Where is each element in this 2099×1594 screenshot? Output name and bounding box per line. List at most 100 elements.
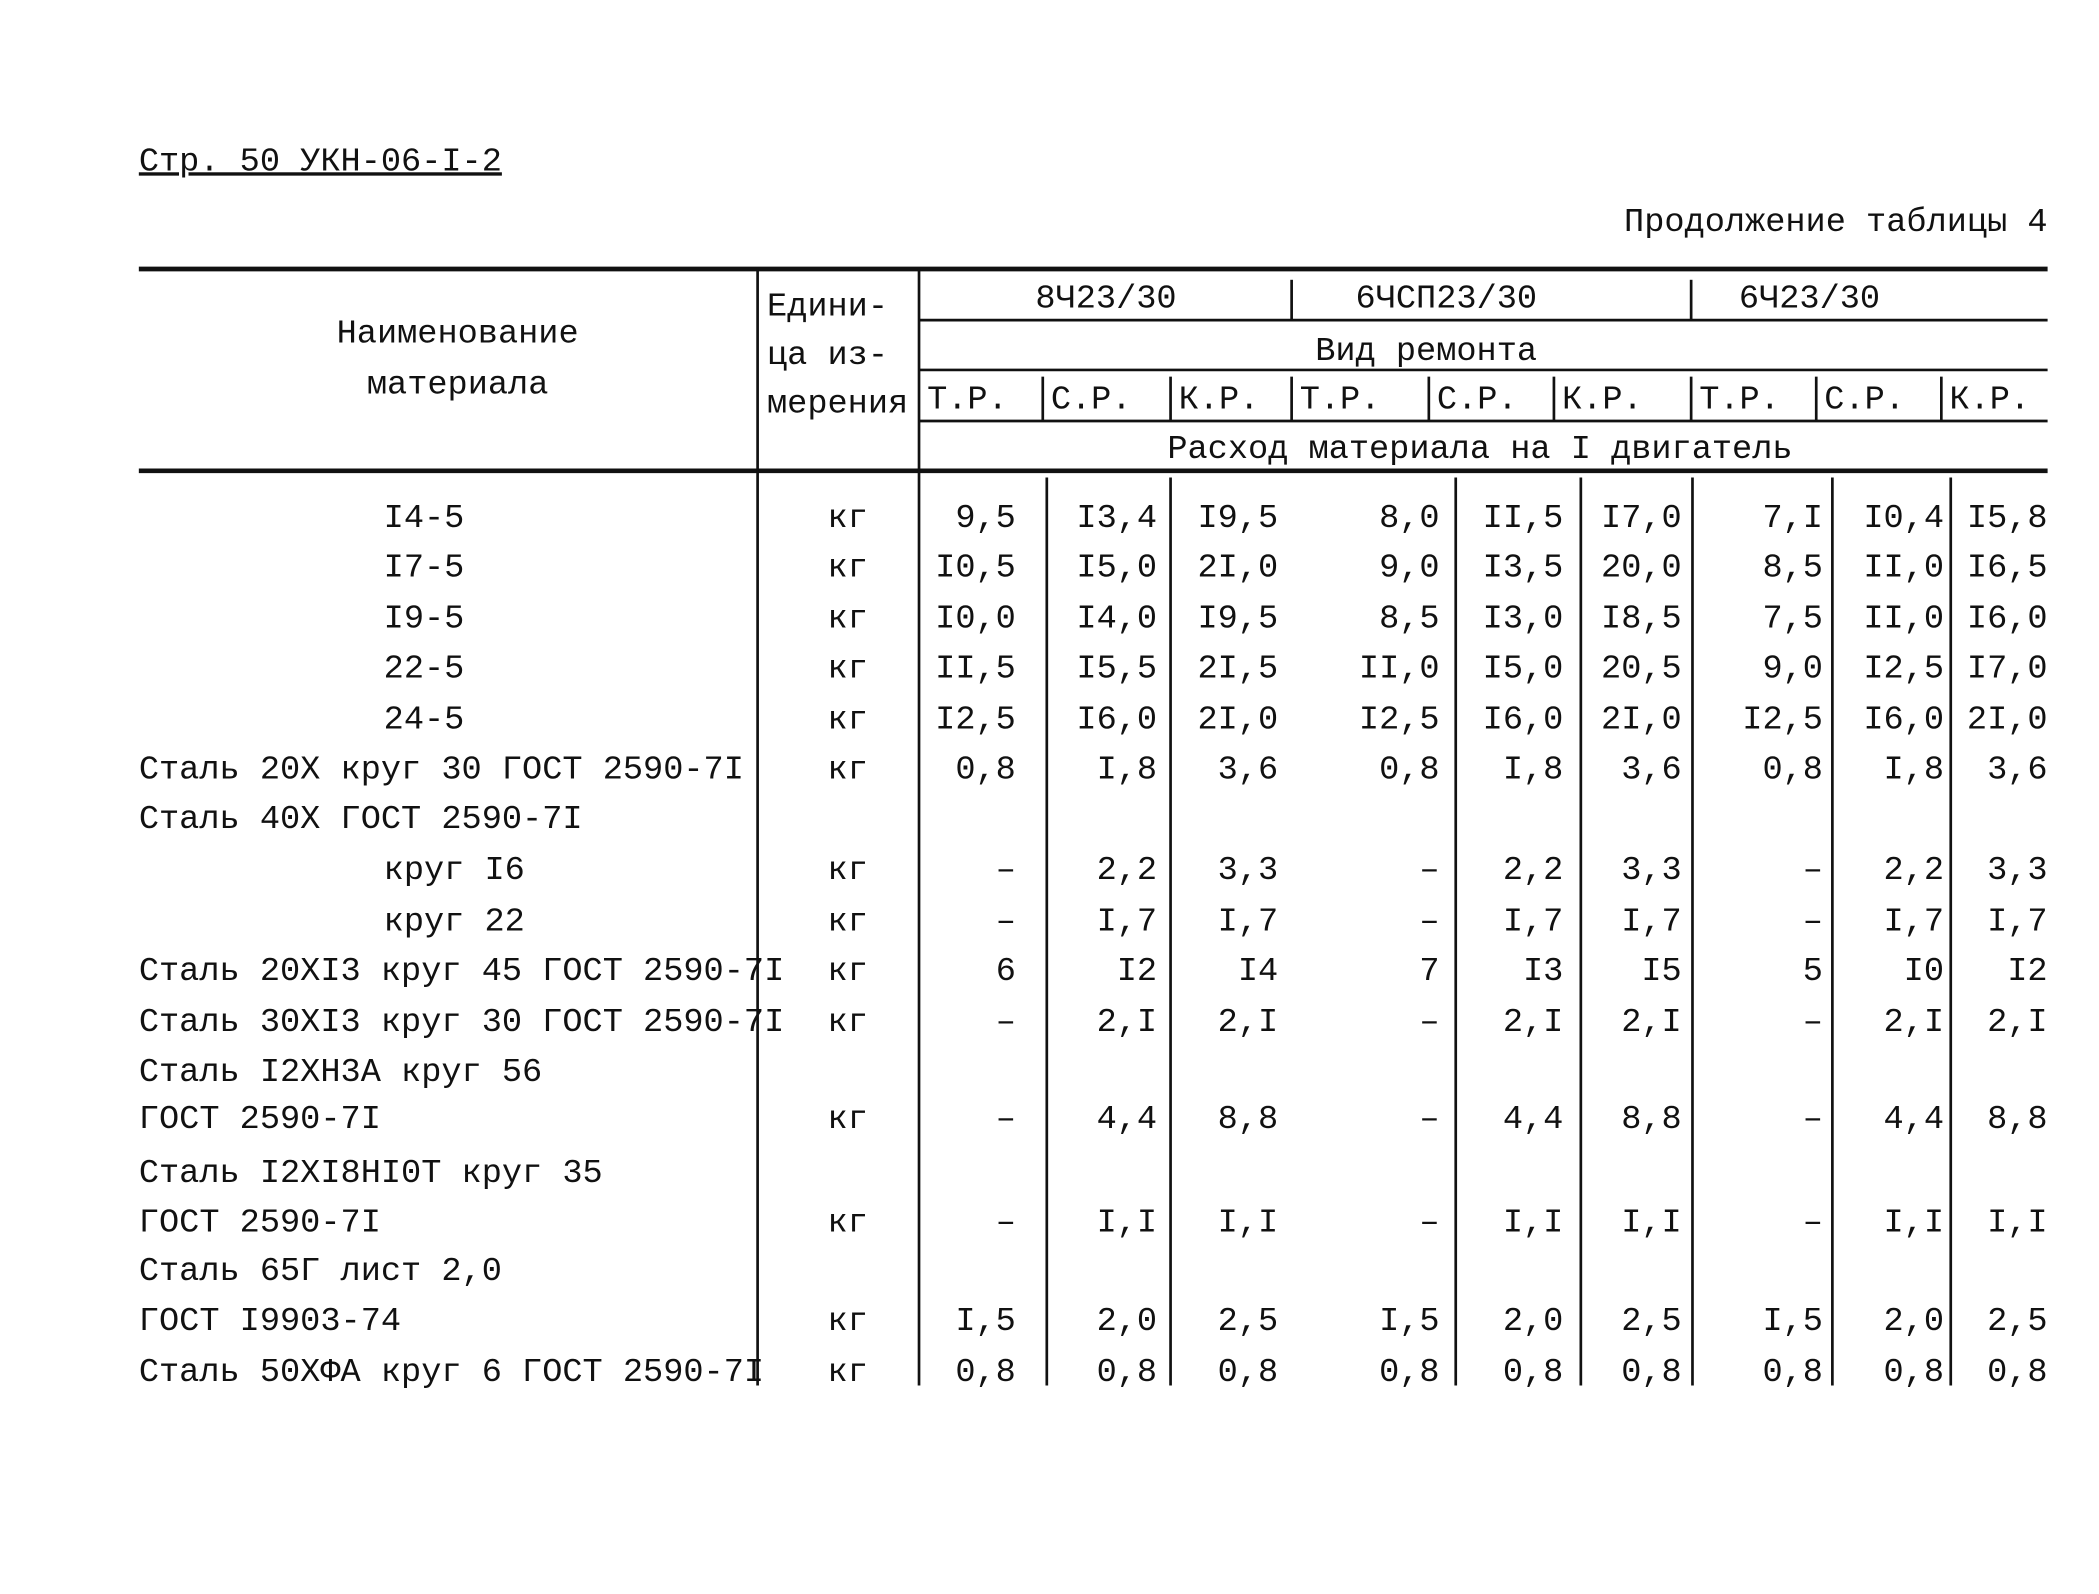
- cell-value: I9,5: [1197, 601, 1278, 639]
- cell-value: 2,2: [1097, 852, 1158, 890]
- repair-header: С.Р.: [1437, 381, 1518, 419]
- cell-value: I,7: [1503, 903, 1564, 941]
- cell-value: I,5: [1762, 1303, 1823, 1341]
- unit: кг: [828, 1354, 868, 1392]
- cell-value: 2I,5: [1197, 650, 1278, 688]
- unit: кг: [828, 903, 868, 941]
- cell-value: 7,5: [1762, 601, 1823, 639]
- cell-value: 8,5: [1762, 550, 1823, 588]
- cell-value: 7: [1419, 953, 1439, 991]
- cell-value: 3,6: [1621, 751, 1682, 789]
- cell-value: 0,8: [1379, 751, 1440, 789]
- cell-value: I,8: [1884, 751, 1945, 789]
- cell-value: I2,5: [1359, 702, 1440, 740]
- repair-header: С.Р.: [1824, 381, 1905, 419]
- cell-value: 0,8: [1097, 1354, 1158, 1392]
- cell-value: 20,0: [1601, 550, 1682, 588]
- cell-value: 2,5: [1218, 1303, 1279, 1341]
- cell-value: I,7: [1097, 903, 1158, 941]
- cell-value: 9,0: [1762, 650, 1823, 688]
- cell-value: –: [1803, 1101, 1823, 1139]
- unit-header: Едини-: [767, 289, 888, 327]
- material-name: I7-5: [384, 550, 465, 588]
- cell-value: I,8: [1503, 751, 1564, 789]
- cell-value: I3,5: [1483, 550, 1564, 588]
- cell-value: –: [996, 852, 1016, 890]
- cell-value: I,7: [1621, 903, 1682, 941]
- cell-value: I7,0: [1967, 650, 2048, 688]
- repair-header: К.Р.: [1562, 381, 1643, 419]
- cell-value: 3,3: [1218, 852, 1279, 890]
- page-ref: Стр. 50 УКН-06-I-2: [139, 143, 502, 181]
- repair-header: Т.Р.: [1699, 381, 1780, 419]
- material-name: Сталь 20ХI3 круг 45 ГОСТ 2590-7I: [139, 953, 784, 991]
- cell-value: 4,4: [1884, 1101, 1945, 1139]
- cell-value: 8,8: [1621, 1101, 1682, 1139]
- cell-value: I2,5: [935, 702, 1016, 740]
- cell-value: 4,4: [1097, 1101, 1158, 1139]
- material-name: ГОСТ 2590-7I: [139, 1205, 381, 1243]
- unit: кг: [828, 1101, 868, 1139]
- cell-value: –: [1419, 1004, 1439, 1042]
- cell-value: 2,2: [1503, 852, 1564, 890]
- continuation: Продолжение таблицы 4: [1624, 204, 2048, 242]
- repair-header: С.Р.: [1051, 381, 1132, 419]
- cell-value: 8,0: [1379, 500, 1440, 538]
- name-header: материала: [367, 367, 549, 405]
- cell-value: I,I: [1218, 1205, 1279, 1243]
- engine-header: 6ЧСП23/30: [1356, 280, 1538, 318]
- unit: кг: [828, 702, 868, 740]
- cell-value: 2I,0: [1197, 550, 1278, 588]
- repair-header: Т.Р.: [927, 381, 1008, 419]
- material-name: Сталь 50ХФА круг 6 ГОСТ 2590-7I: [139, 1354, 764, 1392]
- cell-value: I6,0: [1483, 702, 1564, 740]
- cell-value: II,5: [1483, 500, 1564, 538]
- cell-value: 0,8: [1987, 1354, 2048, 1392]
- cell-value: I3,0: [1483, 601, 1564, 639]
- cell-value: I0: [1904, 953, 1944, 991]
- cell-value: I,5: [1379, 1303, 1440, 1341]
- cell-value: I,I: [1987, 1205, 2048, 1243]
- cell-value: 3,6: [1987, 751, 2048, 789]
- cell-value: –: [1803, 852, 1823, 890]
- unit: кг: [828, 1303, 868, 1341]
- cell-value: I,7: [1884, 903, 1945, 941]
- cell-value: I4: [1238, 953, 1278, 991]
- cell-value: –: [996, 1101, 1016, 1139]
- cell-value: I6,0: [1863, 702, 1944, 740]
- cell-value: I5,0: [1076, 550, 1157, 588]
- cell-value: I2: [1117, 953, 1157, 991]
- cell-value: 2,5: [1987, 1303, 2048, 1341]
- cell-value: –: [996, 1205, 1016, 1243]
- unit-header: мерения: [767, 385, 908, 423]
- cell-value: I,I: [1621, 1205, 1682, 1243]
- cell-value: I7,0: [1601, 500, 1682, 538]
- cell-value: 20,5: [1601, 650, 1682, 688]
- unit: кг: [828, 601, 868, 639]
- cell-value: I,7: [1218, 903, 1279, 941]
- cell-value: I6,0: [1076, 702, 1157, 740]
- cell-value: 0,8: [1762, 751, 1823, 789]
- cell-value: 7,I: [1762, 500, 1823, 538]
- material-name: круг I6: [384, 852, 525, 890]
- material-name: I9-5: [384, 601, 465, 639]
- cell-value: II,0: [1359, 650, 1440, 688]
- engine-header: 8Ч23/30: [1035, 280, 1176, 318]
- cell-value: 0,8: [1621, 1354, 1682, 1392]
- material-name: 24-5: [384, 702, 465, 740]
- cell-value: I5,8: [1967, 500, 2048, 538]
- cell-value: 0,8: [955, 1354, 1016, 1392]
- material-name: Сталь I2ХН3А круг 56: [139, 1054, 542, 1092]
- cell-value: 2,I: [1621, 1004, 1682, 1042]
- cell-value: 2I,0: [1967, 702, 2048, 740]
- cell-value: I2,5: [1742, 702, 1823, 740]
- engine-header: 6Ч23/30: [1739, 280, 1880, 318]
- cell-value: II,0: [1863, 601, 1944, 639]
- cell-value: 2,I: [1503, 1004, 1564, 1042]
- cell-value: –: [1419, 852, 1439, 890]
- material-name: I4-5: [384, 500, 465, 538]
- cell-value: I2: [2007, 953, 2047, 991]
- cell-value: 4,4: [1503, 1101, 1564, 1139]
